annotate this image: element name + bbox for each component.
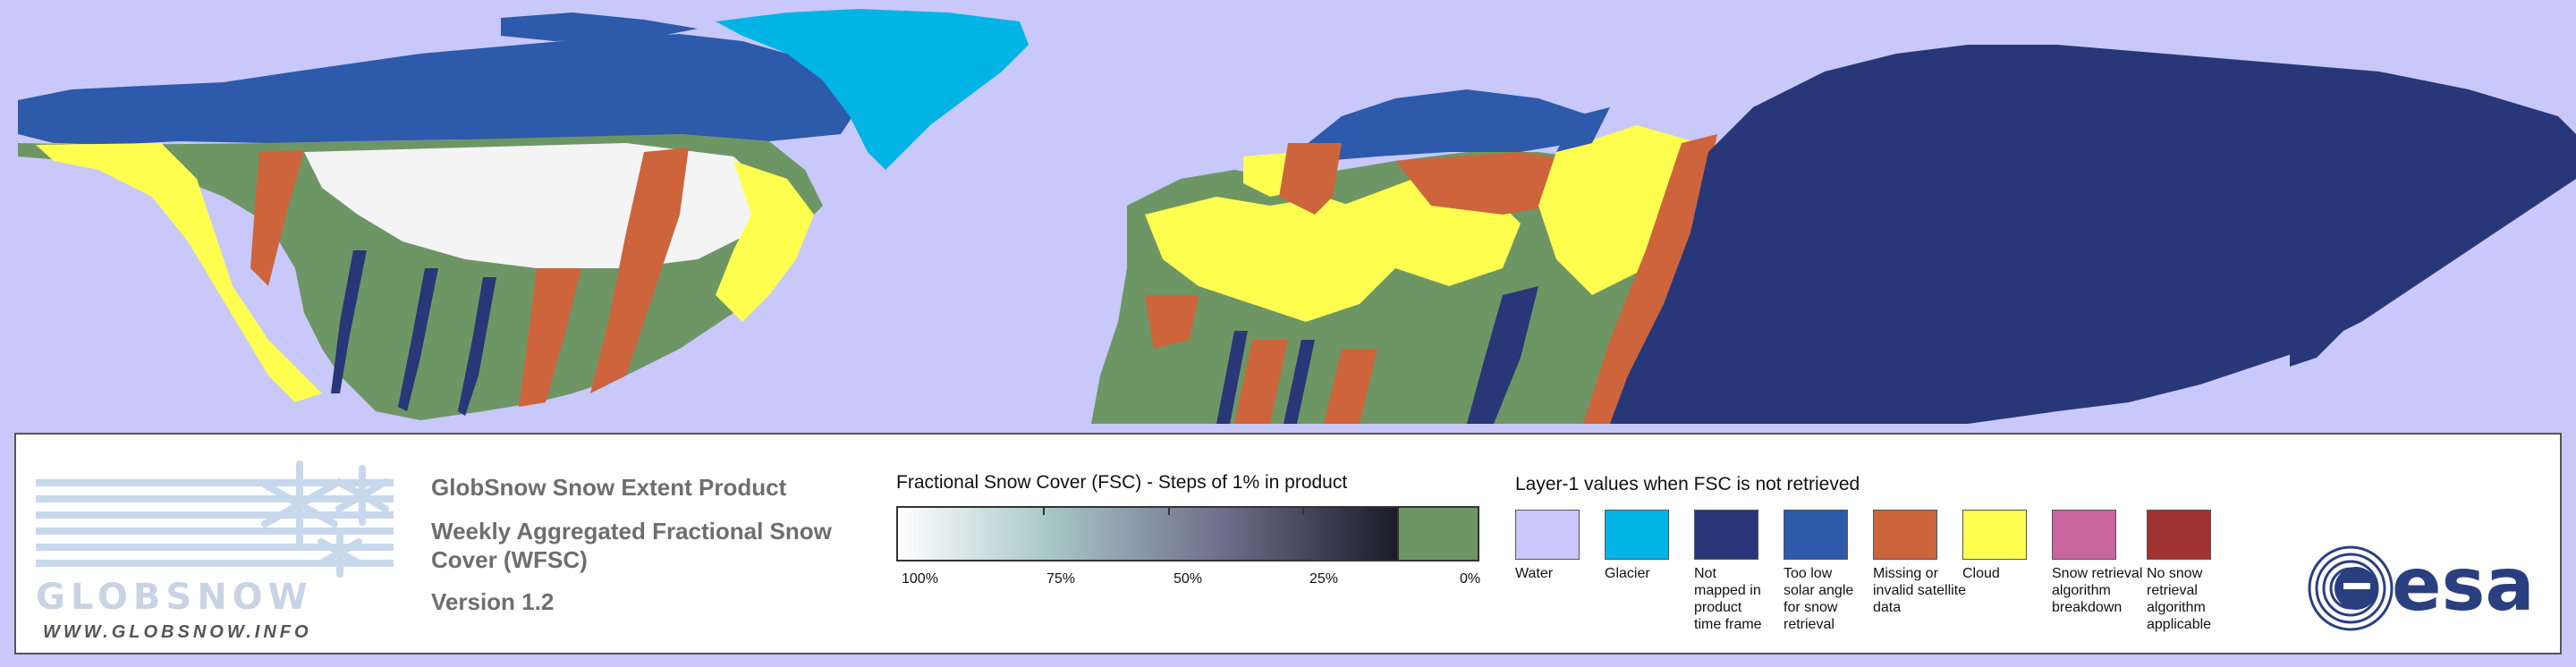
esa-wordmark: esa <box>2392 543 2535 628</box>
legend-panel: GLOBSNOW WWW.GLOBSNOW.INFO GlobSnow Snow… <box>14 433 2562 654</box>
region-europe-missing-3 <box>1145 295 1199 349</box>
region-east-cloud-band <box>1538 125 1699 295</box>
region-alaska-arctic-low-solar <box>18 34 859 145</box>
snow-cover-map <box>18 9 2576 424</box>
region-europe-missing-5 <box>1324 349 1377 424</box>
label-not-mapped: Not mapped in product time frame <box>1694 566 1762 632</box>
label-missing: Missing or invalid satellite data <box>1873 566 1967 615</box>
region-europe-missing-4 <box>1234 340 1288 424</box>
region-na-missing-1 <box>250 150 304 286</box>
product-subtitle: Weekly Aggregated Fractional Snow Cover … <box>431 518 832 573</box>
logo-stripes <box>36 479 394 567</box>
region-na-not-mapped-2 <box>398 268 438 411</box>
region-europe-not-mapped-1 <box>1216 331 1248 424</box>
swatch-cloud <box>1962 510 2027 560</box>
swatch-algo-breakdown <box>2052 510 2116 560</box>
fsc-tick-50: 50% <box>1174 571 1203 587</box>
region-na-not-mapped-3 <box>458 277 496 416</box>
region-europe-missing-1 <box>1279 143 1342 215</box>
swatch-missing <box>1873 510 1937 560</box>
label-cloud: Cloud <box>1962 566 2000 581</box>
region-na-not-mapped-1 <box>331 250 367 393</box>
region-na-cloud-east <box>716 161 814 322</box>
fsc-tick-75: 75% <box>1046 571 1076 587</box>
globsnow-wordmark: GLOBSNOW <box>36 577 313 618</box>
fsc-colorbar <box>896 506 1479 561</box>
snowflake-icon <box>261 460 389 578</box>
globsnow-logo: GLOBSNOW WWW.GLOBSNOW.INFO <box>36 452 402 649</box>
region-east-missing-band <box>1583 134 1717 424</box>
region-na-cloud-west <box>36 143 322 402</box>
region-europe-cloud <box>1145 197 1395 322</box>
product-version: Version 1.2 <box>431 588 555 615</box>
label-water: Water <box>1515 566 1554 581</box>
region-na-missing-3 <box>519 268 581 407</box>
swatch-water <box>1515 510 1580 560</box>
region-na-missing-2 <box>590 148 689 393</box>
label-glacier: Glacier <box>1605 566 1650 581</box>
region-europe-not-mapped-2 <box>1284 340 1315 424</box>
label-low-solar: Too low solar angle for snow retrieval <box>1784 566 1854 632</box>
fsc-tick-25: 25% <box>1309 571 1339 587</box>
product-name: GlobSnow Snow Extent Product <box>431 474 787 501</box>
label-algo-breakdown: Snow retrieval algorithm breakdown <box>2052 566 2143 615</box>
swatch-low-solar <box>1784 510 1848 560</box>
region-greenland-glacier <box>716 9 1029 170</box>
swatch-not-mapped <box>1694 510 1758 560</box>
fsc-tick-0: 0% <box>1460 571 1481 587</box>
layer1-title: Layer-1 values when FSC is not retrieved <box>1515 474 1860 494</box>
globsnow-url: WWW.GLOBSNOW.INFO <box>43 622 312 642</box>
region-east-low-solar-band <box>1556 107 1610 152</box>
region-japan <box>2290 304 2343 367</box>
swatch-no-snow-algo <box>2147 510 2211 560</box>
region-east-not-mapped-band <box>1467 286 1538 424</box>
fsc-tick-100: 100% <box>902 571 938 587</box>
label-no-snow-algo: No snow retrieval algorithm applicable <box>2147 566 2212 632</box>
esa-swirl-icon <box>2308 545 2394 631</box>
region-kamchatka <box>2433 161 2487 232</box>
esa-logo: esa <box>2306 544 2547 633</box>
region-arctic-islands <box>501 13 698 41</box>
swatch-glacier <box>1605 510 1669 560</box>
region-europe-missing-2 <box>1395 152 1574 215</box>
fsc-scale-title: Fractional Snow Cover (FSC) - Steps of 1… <box>896 472 1348 493</box>
region-scandinavia-low-solar <box>1297 89 1592 161</box>
